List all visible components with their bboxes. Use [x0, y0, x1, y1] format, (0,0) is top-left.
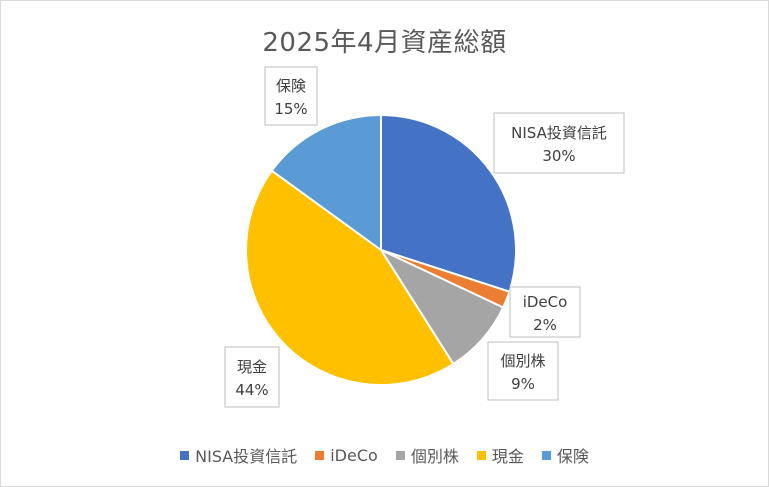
legend-swatch — [476, 450, 486, 460]
data-label-percent: 30% — [542, 147, 575, 165]
data-label-box — [509, 286, 581, 338]
pie-slice-0 — [380, 113, 517, 293]
data-label-0: NISA投資信託 30% — [493, 112, 625, 174]
data-labels: NISA投資信託 30% iDeCo 2% 個別株 9% 現金 44% 保険 15% — [224, 66, 625, 408]
legend-label: 保険 — [556, 447, 589, 466]
legend-item-3: 現金 — [476, 443, 524, 467]
pie-slice-4 — [270, 113, 382, 252]
legend-swatch — [180, 450, 190, 460]
data-label-category: 現金 — [237, 358, 267, 376]
data-label-box — [264, 66, 318, 126]
legend-swatch — [395, 450, 405, 460]
pie-slice-3 — [245, 169, 455, 386]
data-label-percent: 9% — [511, 375, 535, 393]
chart-title: 2025年4月資産総額 — [262, 28, 507, 58]
data-label-category: NISA投資信託 — [511, 124, 607, 142]
data-label-box — [493, 112, 625, 174]
data-label-box — [487, 341, 559, 401]
legend-item-4: 保険 — [541, 443, 589, 467]
data-label-category: 個別株 — [500, 352, 545, 370]
data-label-4: 保険 15% — [264, 66, 318, 126]
legend-label: iDeCo — [330, 445, 378, 465]
data-label-2: 個別株 9% — [487, 341, 559, 401]
data-label-3: 現金 44% — [224, 346, 280, 408]
legend-swatch — [541, 450, 551, 460]
legend: NISA投資信託 iDeCo 個別株 現金 保険 — [0, 443, 769, 467]
legend-item-1: iDeCo — [315, 443, 378, 467]
data-label-category: iDeCo — [523, 293, 568, 311]
legend-swatch — [315, 450, 325, 460]
data-label-box — [224, 346, 280, 408]
data-label-percent: 15% — [274, 100, 307, 118]
pie-slices — [245, 113, 517, 386]
legend-label: NISA投資信託 — [195, 447, 298, 466]
data-label-percent: 44% — [235, 381, 268, 399]
legend-label: 現金 — [491, 447, 524, 466]
data-label-1: iDeCo 2% — [509, 286, 581, 338]
legend-item-2: 個別株 — [395, 443, 459, 467]
data-label-category: 保険 — [276, 77, 306, 95]
legend-item-0: NISA投資信託 — [180, 443, 297, 467]
data-label-percent: 2% — [533, 316, 557, 334]
legend-label: 個別株 — [410, 447, 459, 466]
